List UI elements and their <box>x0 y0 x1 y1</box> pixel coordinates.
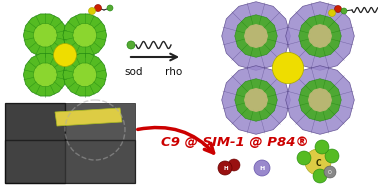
FancyBboxPatch shape <box>5 103 65 183</box>
Polygon shape <box>73 63 97 86</box>
Circle shape <box>254 160 270 176</box>
Polygon shape <box>33 24 57 47</box>
Text: H: H <box>224 166 228 171</box>
Circle shape <box>88 7 96 15</box>
Circle shape <box>305 149 331 175</box>
Polygon shape <box>63 14 107 57</box>
Polygon shape <box>235 15 277 57</box>
Polygon shape <box>308 88 332 112</box>
Text: C9 @ SIM-1 @ P84®: C9 @ SIM-1 @ P84® <box>161 137 309 150</box>
Text: rho: rho <box>166 67 183 77</box>
Text: H: H <box>259 166 265 171</box>
Circle shape <box>328 9 336 17</box>
FancyBboxPatch shape <box>5 140 135 183</box>
Polygon shape <box>299 15 341 57</box>
Polygon shape <box>308 24 332 48</box>
Circle shape <box>341 8 347 14</box>
Polygon shape <box>23 14 67 57</box>
Circle shape <box>324 166 336 178</box>
Circle shape <box>228 159 240 171</box>
Text: O: O <box>328 171 332 176</box>
Polygon shape <box>244 88 268 112</box>
Text: sod: sod <box>125 67 143 77</box>
Circle shape <box>107 5 113 11</box>
Polygon shape <box>23 53 67 96</box>
Polygon shape <box>33 63 57 86</box>
Polygon shape <box>286 2 354 70</box>
Circle shape <box>54 44 76 66</box>
Circle shape <box>313 169 327 183</box>
Circle shape <box>127 41 135 49</box>
Polygon shape <box>235 79 277 121</box>
Circle shape <box>325 149 339 163</box>
Polygon shape <box>222 2 290 70</box>
Circle shape <box>94 4 102 12</box>
Circle shape <box>297 151 311 165</box>
Circle shape <box>315 140 329 154</box>
Polygon shape <box>55 108 122 126</box>
Polygon shape <box>222 66 290 134</box>
Polygon shape <box>63 53 107 96</box>
Circle shape <box>273 52 304 84</box>
FancyBboxPatch shape <box>5 103 135 183</box>
Circle shape <box>218 161 232 175</box>
Polygon shape <box>299 79 341 121</box>
Text: C: C <box>315 158 321 168</box>
Polygon shape <box>286 66 354 134</box>
Circle shape <box>335 6 341 12</box>
Polygon shape <box>73 24 97 47</box>
Polygon shape <box>244 24 268 48</box>
